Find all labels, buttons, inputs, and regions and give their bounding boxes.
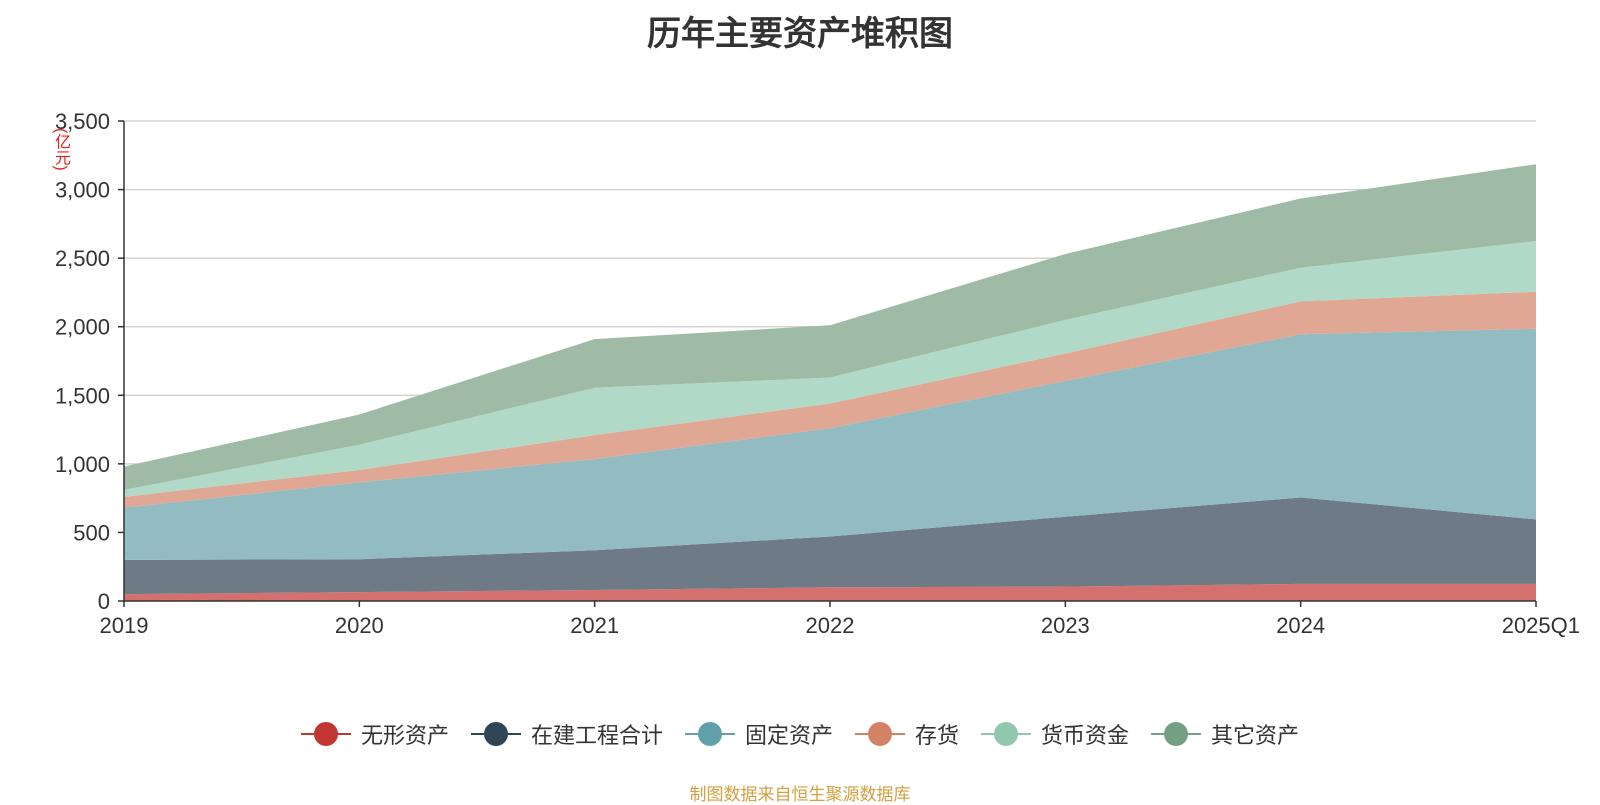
x-tick-label: 2022 — [806, 613, 855, 638]
area-无形资产 — [124, 583, 1536, 601]
legend-label: 固定资产 — [744, 723, 833, 748]
y-tick-label: 0 — [98, 589, 110, 614]
legend-label: 无形资产 — [360, 723, 449, 748]
legend-item[interactable]: 无形资产 — [300, 718, 449, 750]
legend-label: 存货 — [915, 723, 960, 748]
legend: 无形资产 在建工程合计 固定资产 存货 货币资金 其它资产 — [0, 718, 1600, 750]
stacked-areas — [124, 164, 1536, 601]
y-tick-label: 500 — [73, 520, 110, 545]
x-tick-label: 2025Q1 — [1502, 613, 1580, 638]
y-tick-label: 1,000 — [55, 452, 110, 477]
y-tick-label: 1,500 — [55, 383, 110, 408]
legend-item[interactable]: 货币资金 — [981, 718, 1129, 750]
area-在建工程合计 — [124, 497, 1536, 595]
legend-item[interactable]: 在建工程合计 — [470, 718, 663, 750]
y-tick-label: 3,000 — [55, 178, 110, 203]
area-固定资产 — [124, 328, 1536, 560]
x-tick-label: 2019 — [100, 613, 149, 638]
legend-item[interactable]: 其它资产 — [1151, 718, 1299, 750]
legend-marker-icon — [1151, 721, 1202, 747]
area-存货 — [124, 291, 1536, 508]
area-其它资产 — [124, 164, 1536, 490]
x-tick-label: 2023 — [1041, 613, 1090, 638]
legend-marker-icon — [855, 721, 905, 747]
y-tick-label: 2,000 — [55, 315, 110, 340]
y-tick-label: 2,500 — [55, 246, 110, 271]
chart-title: 历年主要资产堆积图 — [647, 15, 953, 53]
legend-label: 其它资产 — [1211, 723, 1300, 748]
source-note: 制图数据来自恒生聚源数据库 — [689, 785, 911, 804]
legend-item[interactable]: 存货 — [855, 718, 959, 750]
legend-marker-icon — [684, 721, 735, 747]
legend-marker-icon — [470, 721, 521, 747]
legend-marker-icon — [300, 721, 351, 747]
y-axis-unit-label: (亿元) — [52, 128, 69, 171]
x-tick-label: 2020 — [335, 613, 384, 638]
area-货币资金 — [124, 241, 1536, 497]
y-tick-label: 3,500 — [55, 109, 110, 134]
axes: 0 500 1,000 1,500 2,000 2,500 3,000 3,500 2019 20… — [55, 109, 1580, 638]
x-tick-label: 2024 — [1276, 613, 1325, 638]
legend-marker-icon — [981, 721, 1032, 747]
legend-label: 货币资金 — [1041, 723, 1130, 748]
x-tick-label: 2021 — [570, 613, 619, 638]
legend-item[interactable]: 固定资产 — [684, 718, 833, 750]
legend-label: 在建工程合计 — [530, 723, 663, 748]
